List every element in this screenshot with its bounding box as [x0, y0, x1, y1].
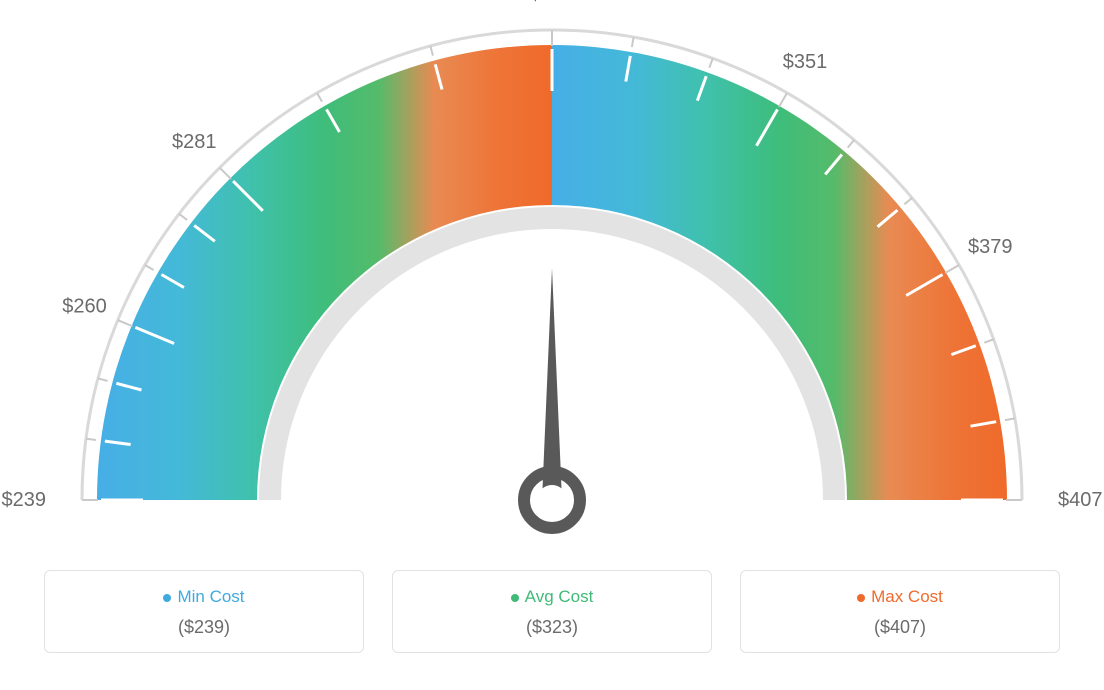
gauge-svg: $239 $260 $281 $323 $351 $379 $407 [0, 0, 1104, 560]
dot-icon-avg [511, 594, 519, 602]
legend-card-avg: Avg Cost ($323) [392, 570, 712, 653]
svg-text:$351: $351 [783, 51, 828, 73]
legend-value-max: ($407) [751, 617, 1049, 638]
dot-icon-min [163, 594, 171, 602]
legend-row: Min Cost ($239) Avg Cost ($323) Max Cost… [0, 570, 1104, 653]
svg-text:$281: $281 [172, 131, 217, 153]
legend-card-min: Min Cost ($239) [44, 570, 364, 653]
dot-icon-max [857, 594, 865, 602]
legend-value-avg: ($323) [403, 617, 701, 638]
legend-label-avg: Avg Cost [525, 587, 594, 606]
legend-title-avg: Avg Cost [403, 587, 701, 607]
svg-text:$260: $260 [62, 295, 107, 317]
svg-text:$379: $379 [968, 236, 1013, 258]
legend-title-min: Min Cost [55, 587, 353, 607]
legend-label-min: Min Cost [177, 587, 244, 606]
legend-label-max: Max Cost [871, 587, 943, 606]
gauge-chart: $239 $260 $281 $323 $351 $379 $407 [0, 0, 1104, 560]
legend-value-min: ($239) [55, 617, 353, 638]
svg-text:$239: $239 [2, 489, 47, 511]
svg-text:$407: $407 [1058, 489, 1103, 511]
legend-card-max: Max Cost ($407) [740, 570, 1060, 653]
legend-title-max: Max Cost [751, 587, 1049, 607]
svg-text:$323: $323 [530, 0, 575, 5]
